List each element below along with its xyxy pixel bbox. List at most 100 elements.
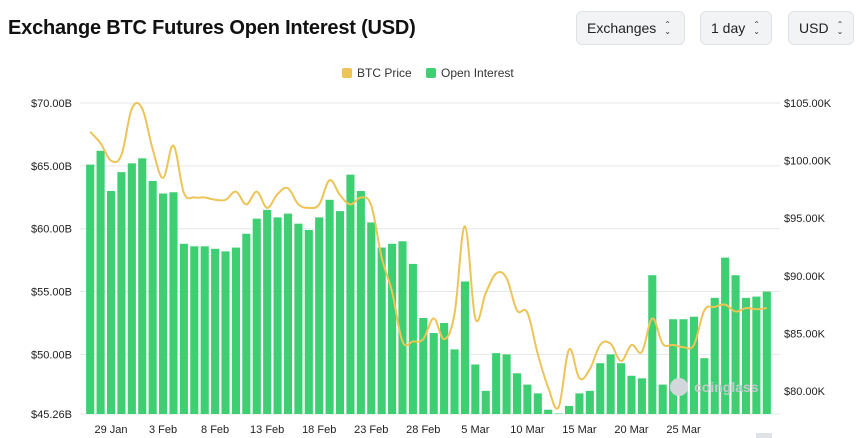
x-tick-label: 20 Mar [614,424,649,436]
left-y-axis: $70.00B $65.00B $60.00B $55.00B $50.00B $45.2… [31,98,72,421]
open-interest-bar[interactable] [575,393,584,414]
open-interest-bar[interactable] [617,363,626,414]
open-interest-bar[interactable] [294,223,303,414]
open-interest-bar[interactable] [523,384,532,414]
open-interest-bar[interactable] [669,319,678,414]
open-interest-bar[interactable] [117,172,126,414]
open-interest-bar[interactable] [658,384,667,414]
open-interest-bar[interactable] [752,296,761,414]
right-y-tick-label: $90.00K [784,271,826,283]
open-interest-bar[interactable] [127,163,136,414]
open-interest-bar[interactable] [221,251,230,414]
right-y-tick-label: $105.00K [784,98,832,110]
open-interest-bar[interactable] [200,246,209,414]
open-interest-bar[interactable] [440,322,449,414]
right-y-tick-label: $95.00K [784,213,826,225]
open-interest-bar[interactable] [512,373,522,414]
open-interest-bar[interactable] [304,229,313,414]
open-interest-bar[interactable] [544,409,553,414]
btc-price-line [89,101,767,410]
open-interest-bar[interactable] [242,233,251,414]
open-interest-bar[interactable] [315,217,324,414]
open-interest-bar[interactable] [273,217,282,414]
open-interest-bar[interactable] [731,275,740,414]
interval-select-label: 1 day [711,20,746,36]
open-interest-bar[interactable] [596,363,605,414]
open-interest-bar[interactable] [325,199,334,414]
open-interest-bar[interactable] [564,405,574,414]
last-value-marker [756,433,772,438]
last-value-tab [756,433,772,438]
open-interest-bar[interactable] [721,257,730,414]
x-tick-label: 18 Feb [302,424,336,436]
x-tick-label: 15 Mar [562,424,597,436]
up-down-chevron-icon: ⌃ ⌄ [836,20,844,36]
open-interest-bar[interactable] [533,393,542,414]
open-interest-bar[interactable] [679,319,688,414]
exchanges-select[interactable]: Exchanges ⌃ ⌄ [576,11,685,45]
open-interest-bar[interactable] [106,191,116,414]
legend-item-open-interest[interactable]: Open Interest [426,66,514,80]
interval-select[interactable]: 1 day ⌃ ⌄ [700,11,772,45]
open-interest-bar[interactable] [471,364,480,414]
x-tick-label: 5 Mar [461,424,489,436]
open-interest-bar[interactable] [710,297,719,414]
open-interest-bar[interactable] [283,213,293,414]
open-interest-bar[interactable] [606,354,615,414]
legend-swatch-open-interest [426,68,436,78]
open-interest-bar[interactable] [398,241,407,414]
open-interest-bar[interactable] [419,317,428,414]
x-tick-label: 8 Feb [201,424,229,436]
legend[interactable]: BTC Price Open Interest [342,66,514,80]
open-interest-bar[interactable] [492,353,501,414]
open-interest-bar[interactable] [450,349,459,414]
x-tick-label: 23 Feb [354,424,388,436]
open-interest-bar[interactable] [388,243,397,414]
open-interest-bar[interactable] [502,354,511,414]
open-interest-bar[interactable] [86,164,95,414]
open-interest-bar[interactable] [356,191,365,414]
open-interest-bar[interactable] [346,174,355,414]
coinglass-logo-icon [670,378,688,396]
open-interest-bar[interactable] [96,150,105,414]
open-interest-bar[interactable] [377,247,386,414]
open-interest-bar[interactable] [367,222,376,414]
open-interest-bar[interactable] [263,209,272,414]
open-interest-bar[interactable] [159,193,168,414]
open-interest-bar[interactable] [138,158,147,414]
up-down-chevron-icon: ⌃ ⌄ [753,20,760,36]
open-interest-bar[interactable] [741,297,751,414]
open-interest-bar[interactable] [408,263,417,414]
open-interest-bar[interactable] [190,246,199,414]
open-interest-bar[interactable] [627,375,636,414]
open-interest-bar[interactable] [648,275,657,414]
right-y-tick-label: $85.00K [784,328,826,340]
open-interest-bar[interactable] [148,180,157,414]
legend-label-btc-price: BTC Price [357,66,412,80]
left-y-tick-label: $65.00B [31,161,72,173]
open-interest-bar[interactable] [231,247,240,414]
open-interest-bar[interactable] [429,333,438,414]
open-interest-bar[interactable] [637,378,646,414]
open-interest-bar[interactable] [179,243,188,414]
open-interest-bar[interactable] [689,316,698,414]
open-interest-bar[interactable] [700,358,709,414]
open-interest-bar[interactable] [335,211,345,414]
open-interest-bar[interactable] [252,218,261,414]
legend-item-btc-price[interactable]: BTC Price [342,66,412,80]
right-y-tick-label: $100.00K [784,156,832,168]
x-tick-label: 29 Jan [95,424,128,436]
currency-select[interactable]: USD ⌃ ⌄ [788,11,854,45]
open-interest-bar[interactable] [554,413,563,415]
open-interest-bar[interactable] [169,192,178,414]
up-down-chevron-icon: ⌃ ⌄ [664,20,671,36]
chart-title: Exchange BTC Futures Open Interest (USD) [8,17,416,39]
open-interest-bar[interactable] [585,390,594,414]
open-interest-bar[interactable] [211,248,220,414]
open-interest-bar[interactable] [460,281,469,415]
x-axis: 29 Jan 3 Feb 8 Feb 13 Feb 18 Feb 23 Feb 28 Feb… [95,424,701,436]
open-interest-bar[interactable] [762,291,771,414]
open-interest-bar[interactable] [481,390,490,414]
exchanges-select-label: Exchanges [587,20,657,36]
